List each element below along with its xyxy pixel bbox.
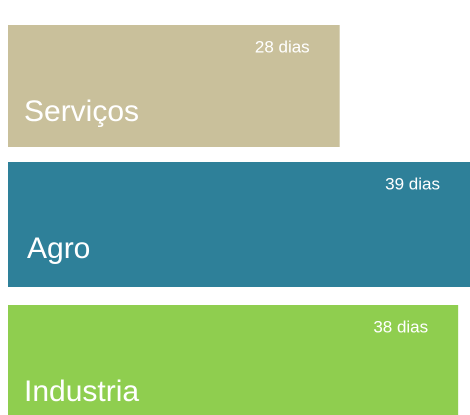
bar [8,305,459,415]
category-label: Industria [24,375,139,408]
bar [8,162,470,287]
category-label: Agro [27,232,90,265]
value-label: 28 dias [255,37,310,56]
value-label: 38 dias [373,317,428,336]
category-label: Serviços [24,95,139,128]
bar [8,25,340,147]
value-label: 39 dias [385,174,440,193]
